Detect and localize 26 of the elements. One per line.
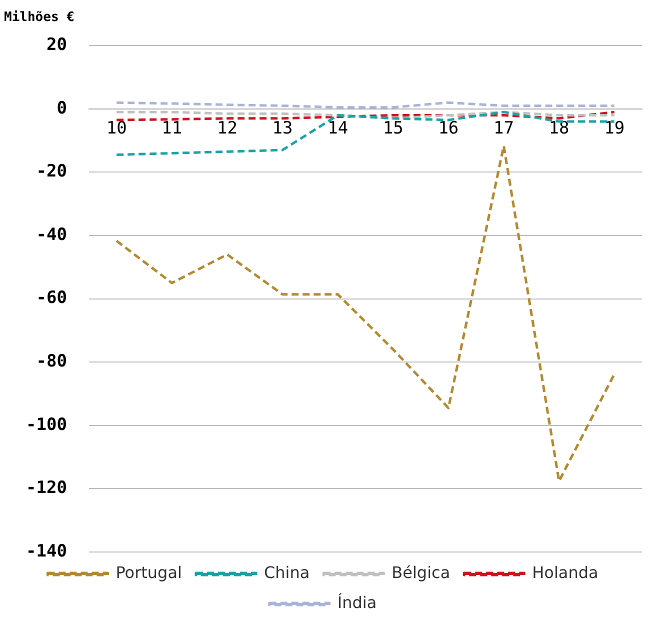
y-tick-label: -140	[26, 541, 67, 562]
y-tick-label: -100	[26, 414, 67, 435]
legend-label: Índia	[337, 593, 377, 612]
y-tick-label: 0	[56, 98, 67, 118]
y-axis-title: Milhões €	[4, 10, 74, 26]
y-tick-label: -20	[36, 162, 67, 182]
x-tick-label: 17	[493, 118, 514, 139]
y-tick-label: -60	[36, 288, 67, 308]
line-series	[115, 144, 616, 482]
y-tick-label: -40	[36, 224, 67, 245]
x-tick-label: 13	[272, 118, 293, 139]
legend-label: Holanda	[532, 563, 598, 582]
x-tick-label: 11	[162, 118, 182, 139]
legend-label: China	[264, 563, 310, 582]
x-tick-label: 14	[328, 118, 348, 139]
y-tick-label: -120	[26, 478, 67, 498]
x-tick-label: 19	[604, 118, 625, 139]
x-tick-label: 16	[438, 118, 459, 139]
x-tick-label: 18	[548, 118, 570, 139]
x-tick-label: 12	[216, 118, 238, 139]
x-tick-label: 15	[382, 118, 404, 139]
x-tick-label: 10	[106, 118, 127, 139]
y-tick-label: -80	[36, 352, 67, 372]
y-tick-label: 20	[46, 35, 67, 56]
legend-label: Portugal	[116, 563, 182, 582]
legend-label: Bélgica	[392, 563, 450, 582]
